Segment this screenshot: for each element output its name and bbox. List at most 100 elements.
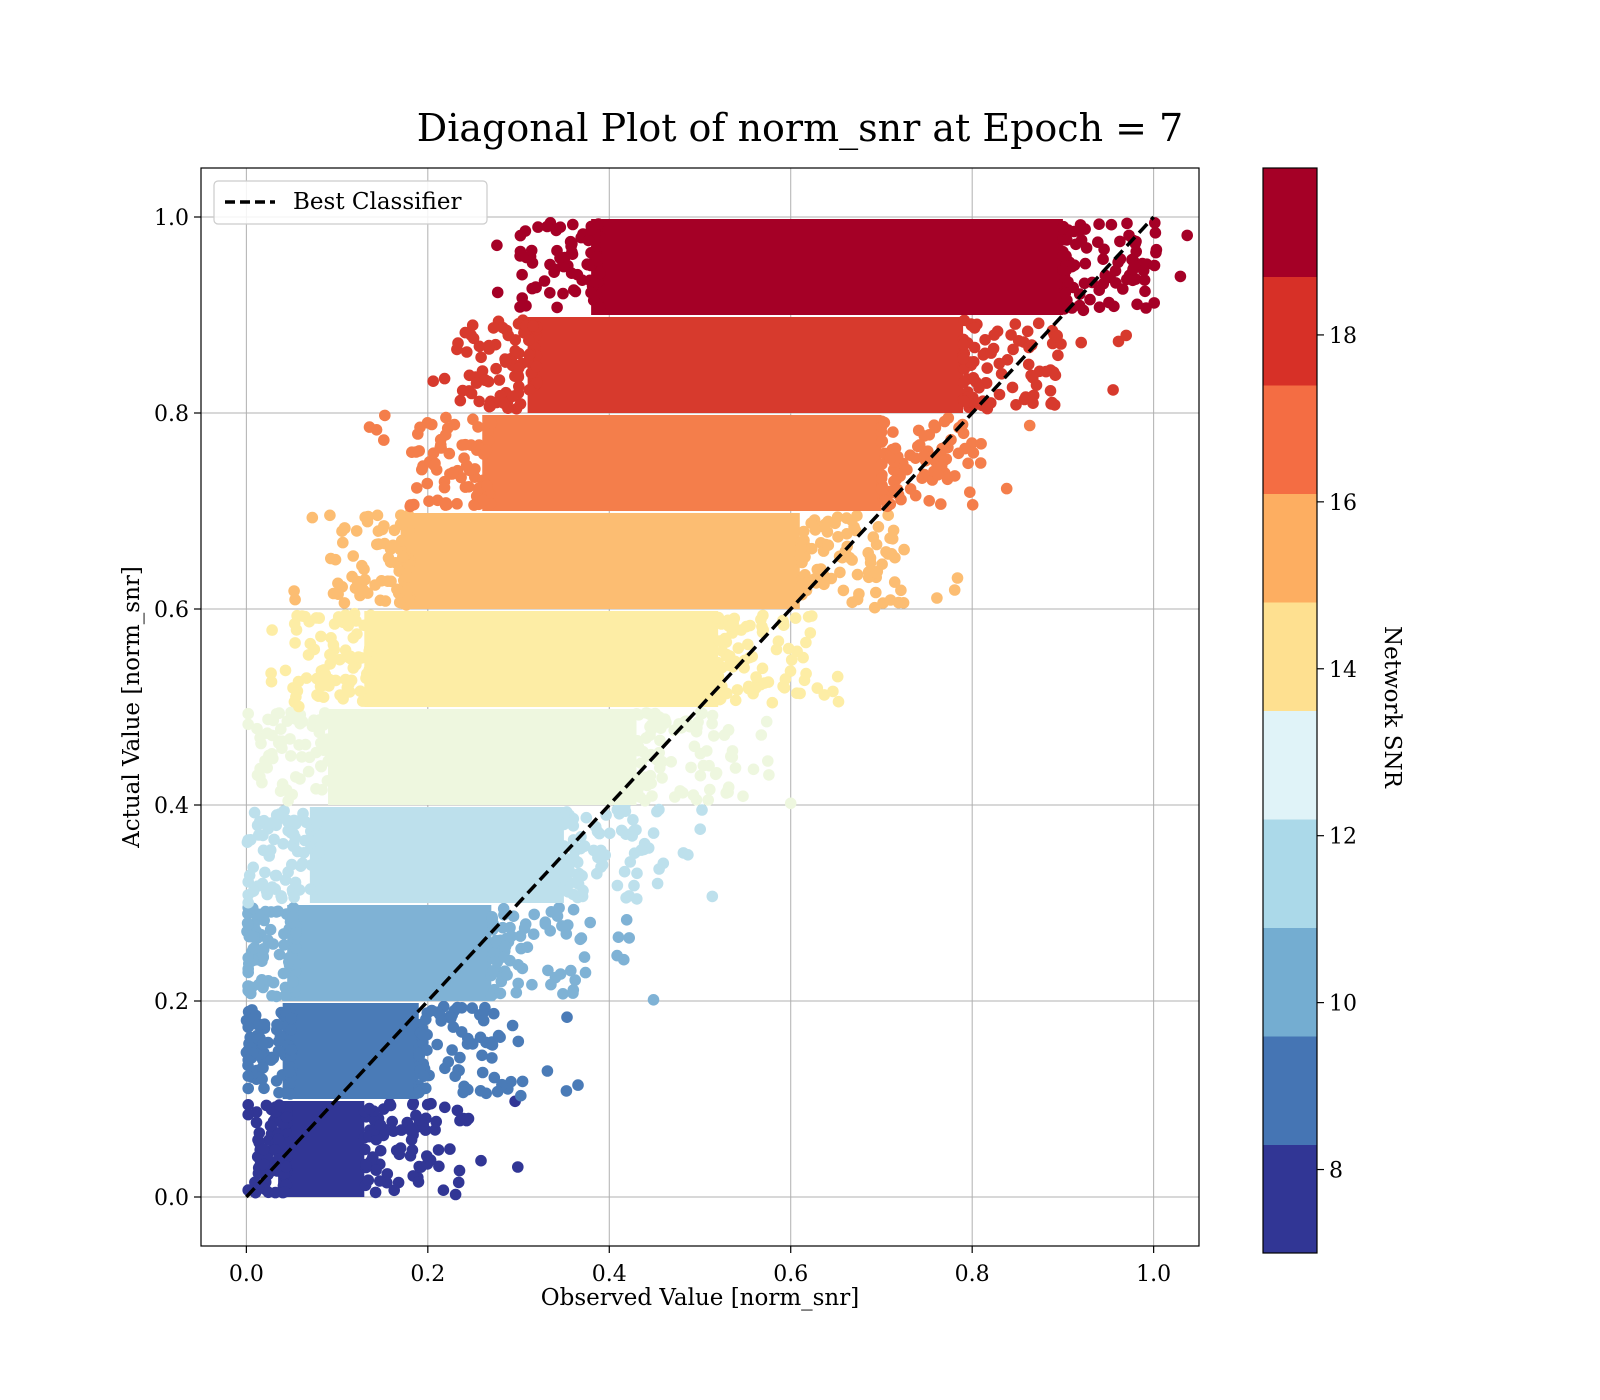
scatter-point [417,1029,430,1042]
scatter-point [321,775,334,787]
scatter-point [467,413,479,426]
scatter-point [289,593,301,606]
scatter-point [347,632,360,644]
scatter-point [275,723,287,735]
scatter-point [253,1127,266,1139]
scatter-point [457,1086,470,1099]
scatter-point [404,499,417,511]
scatter-point [732,642,745,654]
scatter-point [273,735,286,747]
scatter-point [1174,270,1187,283]
scatter-point [297,807,309,820]
scatter-point [1025,369,1037,382]
scatter-point [346,570,358,583]
colorbar-tick-label: 8 [1329,1159,1343,1184]
scatter-point [467,332,480,345]
scatter-point [265,675,278,688]
scatter-point [985,347,997,359]
scatter-point [446,1044,458,1056]
legend-label-best-classifier: Best Classifier [293,189,461,215]
scatter-point [485,417,498,429]
scatter-point [822,539,835,551]
scatter-point [1120,329,1132,342]
scatter-point [476,365,489,377]
scatter-point [1097,278,1110,290]
scatter-point [979,334,991,346]
scatter-point [948,584,961,596]
scatter-point [381,1168,394,1180]
scatter-point [270,869,283,882]
scatter-point [704,783,716,796]
scatter-point [311,689,323,701]
scatter-point [712,670,725,683]
scatter-point [708,730,720,742]
scatter-point [1205,262,1217,274]
scatter-point [888,576,901,588]
scatter-point [512,371,525,383]
scatter-point [1052,349,1064,362]
scatter-point [655,722,667,734]
scatter-point [261,727,274,739]
scatter-point [280,1111,293,1123]
scatter-point [300,672,313,684]
scatter-point [1109,265,1122,277]
scatter-point [1080,242,1093,254]
scatter-point [324,509,336,522]
scatter-point [473,340,486,353]
scatter-point [393,1148,406,1161]
x-tick-label: 0.2 [410,1262,445,1287]
scatter-point [279,989,292,1002]
scatter-point [258,1082,270,1095]
scatter-point [369,1186,382,1199]
scatter-point [445,1012,457,1024]
colorbar-tick-label: 18 [1329,324,1357,349]
scatter-point [541,1065,554,1077]
x-axis-ticks: 0.0 0.2 0.4 0.6 0.8 1.0 [229,1246,1171,1287]
scatter-point [567,903,580,916]
scatter-point [870,586,882,599]
scatter-point [412,428,424,440]
band-1 [240,1000,584,1102]
scatter-point [252,829,265,841]
scatter-point [278,928,290,940]
scatter-point [516,292,528,304]
scatter-point [974,457,987,469]
scatter-point [379,409,391,422]
scatter-point [594,267,606,279]
scatter-point [499,940,512,953]
scatter-point [286,788,299,801]
scatter-point [973,382,985,394]
scatter-point [688,740,701,753]
scatter-point [567,987,579,999]
scatter-point [784,665,797,677]
scatter-point [254,762,266,775]
scatter-point [512,1035,525,1048]
scatter-point [329,781,342,793]
scatter-point [269,1186,282,1199]
scatter-point [723,650,736,662]
scatter-point [870,567,882,579]
scatter-point [1138,274,1151,286]
scatter-point [832,531,844,543]
scatter-point [694,706,707,719]
scatter-point [412,1176,425,1188]
scatter-point [338,522,351,534]
scatter-point [837,584,850,597]
scatter-point [1203,232,1215,244]
scatter-point [378,434,390,446]
scatter-point [889,551,901,564]
scatter-point [363,421,376,433]
scatter-point [242,963,254,975]
scatter-point [530,360,543,373]
scatter-point [460,1114,473,1127]
scatter-point [1137,264,1150,277]
scatter-point [703,759,715,772]
band-core [400,513,800,609]
scatter-point [506,1019,519,1032]
colorbar-segment [1263,602,1317,711]
scatter-point [315,760,327,772]
band-8 [427,314,1132,415]
scatter-point [282,866,294,878]
scatter-point [287,902,300,914]
scatter-point [372,538,385,550]
